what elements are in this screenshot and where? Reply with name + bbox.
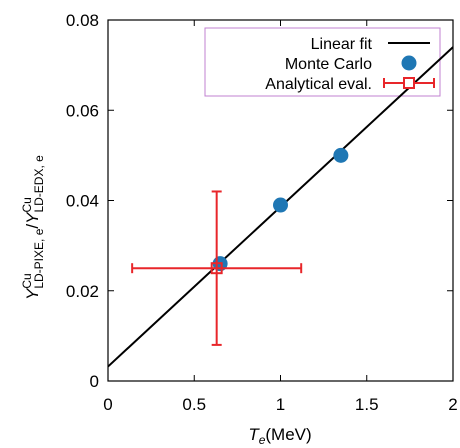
y-label-part: Cu xyxy=(20,273,34,288)
y-label-part: LD-PIXE, e xyxy=(32,228,46,288)
x-tick-label: 0.5 xyxy=(182,395,206,414)
x-tick-label: 1.5 xyxy=(355,395,379,414)
y-label-part: Y xyxy=(23,287,42,300)
y-tick-label: 0.08 xyxy=(66,11,99,30)
x-label-sub: e xyxy=(259,433,266,447)
legend-swatch xyxy=(401,55,417,71)
y-axis-label: YCuLD-PIXE, e/YCuLD-EDX, e xyxy=(20,155,46,300)
point xyxy=(273,197,288,213)
legend-label: Analytical eval. xyxy=(265,76,372,93)
x-axis-label: Te(MeV) xyxy=(248,425,311,447)
legend-swatch xyxy=(403,77,415,89)
legend-label: Linear fit xyxy=(311,36,373,53)
y-label-part: Cu xyxy=(20,197,34,212)
x-tick-label: 0 xyxy=(103,395,112,414)
y-tick-label: 0.02 xyxy=(66,282,99,301)
x-label-main: T xyxy=(248,425,260,444)
legend-box xyxy=(204,27,441,97)
y-tick-label: 0.04 xyxy=(66,192,99,211)
x-tick-label: 2 xyxy=(448,395,457,414)
y-tick-label: 0 xyxy=(90,372,99,391)
x-label-unit: (MeV) xyxy=(265,425,311,444)
y-tick-label: 0.06 xyxy=(66,101,99,120)
point xyxy=(333,147,349,163)
y-label-part: LD-EDX, e xyxy=(32,155,46,213)
legend-label: Monte Carlo xyxy=(285,56,372,73)
x-tick-label: 1 xyxy=(276,395,285,414)
y-label-part: Y xyxy=(23,211,42,224)
marker xyxy=(210,262,223,275)
y-label-part: / xyxy=(23,224,42,229)
